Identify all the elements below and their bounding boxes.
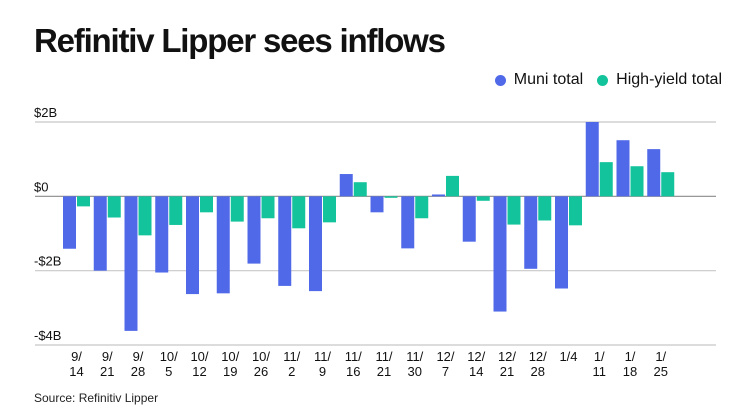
x-tick-label: 1/4	[559, 349, 577, 364]
bar-muni	[216, 196, 230, 294]
legend-label-muni: Muni total	[513, 71, 584, 88]
bar-high-yield	[630, 166, 644, 197]
x-tick-label: 12/7	[436, 349, 454, 379]
bar-muni	[339, 174, 353, 197]
bar-muni	[93, 196, 107, 271]
x-tick-label: 10/5	[160, 349, 178, 379]
bar-high-yield	[107, 196, 121, 218]
x-axis: 9/14 9/21 9/28 10/5 10/12 10/19 10/26 11/2 11/9 1…	[69, 349, 668, 379]
y-axis: $2B $0 -$2B -$4B	[34, 105, 61, 343]
x-tick-label: 10/19	[221, 349, 239, 379]
bar-muni	[647, 149, 661, 197]
x-tick-label: 11/30	[406, 349, 423, 379]
bar-muni	[278, 196, 292, 286]
bar-muni	[186, 196, 199, 295]
x-tick-label: 11/21	[375, 349, 392, 379]
y-tick-label: -$4B	[34, 328, 61, 343]
bar-muni	[309, 196, 322, 292]
bar-muni	[401, 196, 415, 249]
x-tick-label: 10/12	[190, 349, 208, 379]
x-tick-label: 1/11	[593, 349, 607, 379]
x-tick-label: 11/16	[345, 349, 362, 379]
chart-title: Refinitiv Lipper sees inflows	[34, 22, 446, 59]
bar-high-yield	[661, 172, 675, 197]
x-tick-label: 1/25	[654, 349, 668, 379]
bar-muni	[370, 196, 384, 213]
bar-high-yield	[384, 196, 398, 198]
bar-muni	[124, 196, 138, 331]
bar-high-yield	[599, 162, 613, 197]
bar-muni	[616, 140, 630, 197]
bar-high-yield	[230, 196, 244, 222]
x-tick-label: 9/21	[100, 349, 114, 379]
x-tick-label: 12/14	[467, 349, 485, 379]
x-tick-label: 11/9	[314, 349, 331, 379]
bar-high-yield	[415, 196, 429, 219]
bar-high-yield	[138, 196, 152, 236]
bar-high-yield	[353, 182, 367, 197]
y-tick-label: -$2B	[34, 254, 61, 269]
x-tick-label: 11/2	[283, 349, 300, 379]
bar-high-yield	[77, 196, 90, 207]
y-tick-label: $2B	[34, 105, 57, 120]
x-tick-label: 1/18	[623, 349, 637, 379]
bar-high-yield	[507, 196, 521, 225]
bar-muni	[63, 196, 76, 249]
bar-high-yield	[292, 196, 306, 229]
bars	[63, 122, 675, 331]
bar-muni	[155, 196, 169, 273]
bar-high-yield	[446, 175, 459, 197]
y-tick-label: $0	[34, 179, 48, 194]
x-tick-label: 10/26	[252, 349, 270, 379]
legend: Muni total High-yield total	[481, 71, 722, 89]
bar-muni	[493, 196, 507, 312]
bar-muni	[462, 196, 476, 242]
x-tick-label: 12/28	[529, 349, 547, 379]
bar-high-yield	[200, 196, 213, 213]
source-note: Source: Refinitiv Lipper	[34, 391, 159, 405]
legend-item-muni: Muni total	[494, 71, 584, 89]
bar-muni	[247, 196, 261, 264]
bar-high-yield	[323, 196, 336, 223]
x-tick-label: 9/28	[131, 349, 145, 379]
bar-muni	[555, 196, 568, 289]
legend-swatch-high-yield	[597, 74, 609, 86]
legend-swatch-muni	[494, 74, 506, 86]
bar-muni	[585, 122, 599, 197]
bar-muni	[432, 194, 445, 197]
x-tick-label: 9/14	[69, 349, 83, 379]
bar-muni	[524, 196, 538, 269]
bar-high-yield	[538, 196, 552, 221]
bar-high-yield	[476, 196, 490, 201]
bar-high-yield	[169, 196, 183, 225]
bar-high-yield	[261, 196, 275, 219]
legend-item-high-yield: High-yield total	[597, 71, 722, 89]
legend-label-high-yield: High-yield total	[616, 71, 722, 88]
x-tick-label: 12/21	[498, 349, 516, 379]
bar-high-yield	[569, 196, 582, 226]
